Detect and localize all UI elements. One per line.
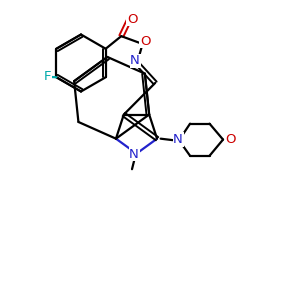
Text: N: N — [129, 148, 139, 161]
Text: O: O — [140, 35, 151, 48]
Text: O: O — [225, 133, 236, 146]
Text: N: N — [130, 54, 140, 67]
Text: N: N — [173, 133, 183, 146]
Text: O: O — [127, 13, 138, 26]
Text: F: F — [44, 70, 51, 83]
